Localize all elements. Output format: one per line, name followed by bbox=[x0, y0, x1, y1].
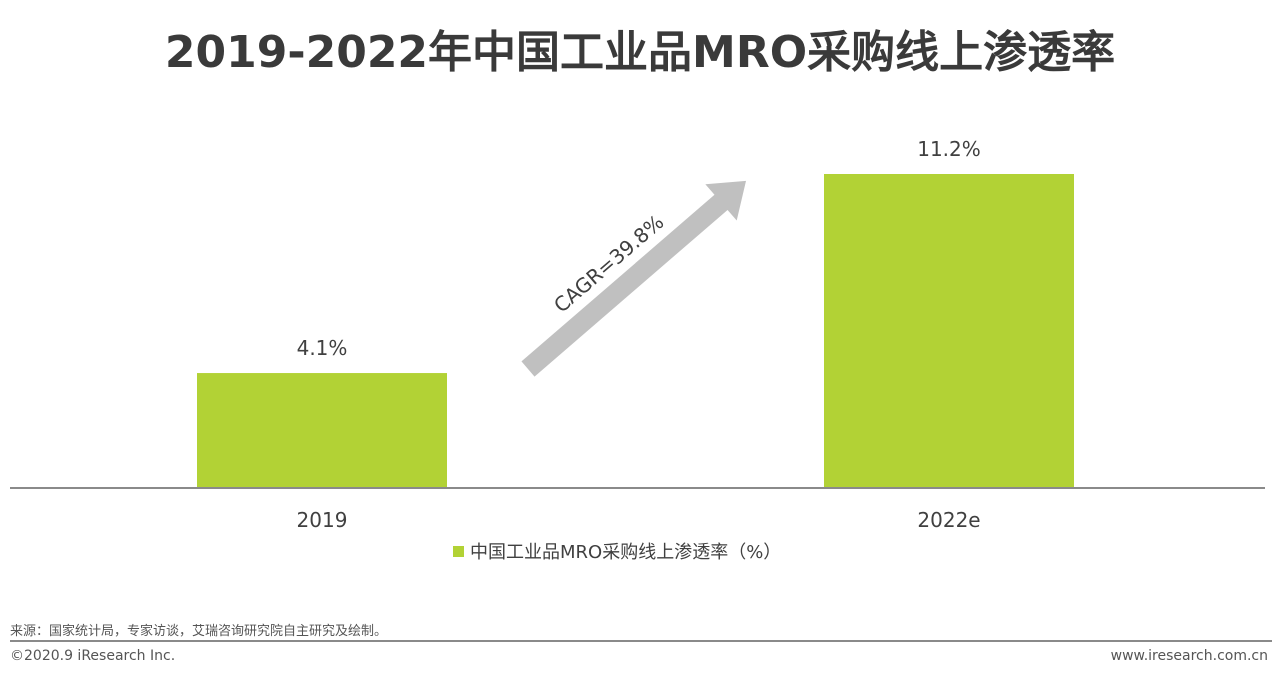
legend-label: 中国工业品MRO采购线上渗透率（%） bbox=[470, 542, 782, 563]
copyright: ©2020.9 iResearch Inc. bbox=[10, 648, 176, 664]
legend: 中国工业品MRO采购线上渗透率（%） bbox=[453, 538, 781, 564]
arrow-shape bbox=[521, 180, 747, 377]
data-label-2022e: 11.2% bbox=[917, 137, 981, 161]
source-note: 来源：国家统计局，专家访谈，艾瑞咨询研究院自主研究及绘制。 bbox=[10, 624, 388, 639]
chart-title: 2019-2022年中国工业品MRO采购线上渗透率 bbox=[164, 27, 1116, 78]
bar-2019 bbox=[197, 373, 447, 488]
data-label-2019: 4.1% bbox=[297, 336, 348, 360]
footer-divider bbox=[10, 640, 1272, 642]
legend-swatch bbox=[453, 545, 464, 557]
x-tick-label-2019: 2019 bbox=[297, 508, 348, 532]
bar-2022e bbox=[824, 174, 1074, 488]
website-url: www.iresearch.com.cn bbox=[1110, 648, 1268, 664]
cagr-arrow: CAGR=39.8% bbox=[521, 180, 747, 377]
x-tick-label-2022e: 2022e bbox=[917, 508, 980, 532]
